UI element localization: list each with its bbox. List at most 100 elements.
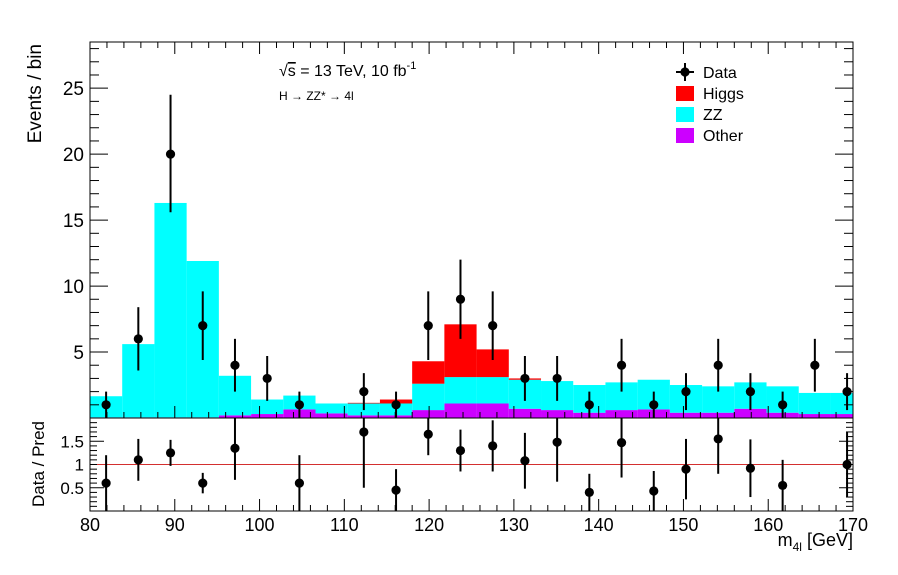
energy-text: = 13 TeV, 10 fb — [296, 63, 407, 80]
ratio-point — [681, 464, 691, 474]
data-point — [165, 149, 176, 159]
data-point — [584, 400, 594, 410]
bar-other-10 — [412, 410, 445, 418]
ratio-x-axis-label: m4l [GeV] — [778, 530, 853, 554]
ratio-y-axis-label: Data / Pred — [29, 421, 48, 507]
ratio-panel: 0.5 1 1.5 80 90 100 110 120 130 140 150 160 170 Dat… — [29, 417, 868, 554]
bar-other-7 — [315, 413, 348, 418]
data-point — [552, 373, 562, 384]
x-tick-label: 150 — [668, 515, 698, 535]
ratio-point — [616, 438, 627, 448]
x-tick-label: 160 — [753, 515, 783, 535]
ratio-point — [359, 427, 369, 437]
data-point — [133, 334, 143, 344]
ratio-point — [520, 456, 530, 466]
bar-other-18 — [669, 412, 703, 418]
ratio-y-tick-label: 1 — [75, 456, 84, 475]
bar-zz-5 — [251, 399, 284, 415]
data-point — [391, 400, 401, 410]
process-annotation: H → ZZ* → 4l — [279, 89, 354, 103]
stacked-histogram — [90, 202, 853, 418]
xlabel-unit: [GeV] — [802, 530, 853, 550]
bar-other-11 — [444, 403, 477, 418]
data-point — [262, 373, 272, 384]
data-point — [230, 360, 240, 370]
x-tick-label: 120 — [414, 515, 444, 535]
sqrt-symbol: √ — [279, 63, 288, 80]
data-point — [713, 360, 723, 370]
legend-swatch — [676, 107, 694, 122]
bar-other-4 — [218, 415, 252, 418]
xlabel-sub: 4l — [793, 540, 802, 554]
energy-exponent: -1 — [407, 60, 417, 72]
main-panel: 5 10 15 20 25 Events / bin √s = 13 TeV, 10 f… — [25, 41, 854, 419]
main-y-tick-label: 25 — [63, 79, 84, 100]
ratio-point — [133, 455, 143, 465]
main-y-tick-label: 10 — [63, 277, 84, 298]
ratio-y-axis: 0.5 1 1.5 — [60, 417, 853, 512]
x-tick-label: 90 — [165, 515, 185, 535]
bar-zz-11 — [444, 377, 477, 404]
x-tick-label: 80 — [80, 515, 100, 535]
ratio-point — [423, 429, 433, 439]
ratio-point — [230, 443, 240, 453]
x-tick-label: 130 — [499, 515, 529, 535]
data-point — [616, 360, 627, 370]
bar-zz-2 — [154, 202, 187, 418]
legend-swatch — [676, 128, 694, 143]
ratio-point — [198, 478, 208, 488]
ratio-y-tick-label: 1.5 — [60, 432, 84, 451]
bar-other-16 — [605, 410, 638, 418]
main-y-tick-label: 5 — [73, 343, 84, 364]
ratio-point — [649, 486, 659, 496]
legend-label: Other — [703, 128, 744, 145]
data-point — [745, 387, 756, 397]
bar-other-22 — [798, 414, 831, 418]
ratio-point — [778, 480, 788, 491]
x-tick-label: 110 — [330, 515, 359, 535]
ratio-x-axis: 80 90 100 110 120 130 140 150 160 170 — [80, 499, 868, 535]
main-y-axis: 5 10 15 20 25 — [63, 48, 853, 419]
bar-zz-7 — [315, 403, 348, 414]
legend-label: ZZ — [703, 107, 723, 124]
ratio-point — [455, 445, 466, 456]
bar-zz-22 — [798, 392, 831, 415]
bar-other-13 — [508, 408, 542, 418]
x-tick-label: 100 — [245, 515, 275, 535]
main-x-ticks — [89, 42, 854, 418]
ratio-point — [294, 478, 305, 488]
data-point — [488, 321, 498, 331]
x-tick-label: 140 — [584, 515, 614, 535]
legend-label: Higgs — [703, 86, 744, 103]
ratio-point — [101, 478, 111, 488]
bar-other-14 — [541, 410, 574, 418]
data-points — [101, 94, 852, 418]
bar-other-19 — [702, 412, 735, 418]
data-point — [455, 294, 466, 304]
data-point — [778, 400, 788, 410]
data-point — [520, 373, 530, 384]
data-point — [198, 321, 208, 331]
data-point — [681, 387, 691, 397]
data-point — [649, 400, 659, 410]
bar-zz-23 — [830, 392, 853, 415]
data-point — [294, 400, 305, 410]
energy-s: s — [288, 63, 296, 80]
ratio-point — [745, 463, 756, 473]
ratio-y-tick-label: 0.5 — [60, 479, 84, 498]
ratio-point — [713, 434, 723, 444]
data-point — [101, 400, 111, 410]
legend: Data Higgs ZZ Other — [676, 63, 744, 145]
ratio-point — [488, 441, 498, 451]
ratio-point — [391, 485, 401, 495]
data-point — [423, 321, 433, 331]
data-point — [359, 387, 369, 397]
bar-other-12 — [476, 403, 509, 418]
ratio-points — [101, 418, 852, 511]
bar-zz-12 — [476, 377, 509, 404]
bar-other-20 — [734, 408, 767, 418]
x-tick-label: 170 — [838, 515, 868, 535]
main-y-tick-label: 15 — [63, 211, 84, 232]
bar-higgs-10 — [412, 361, 445, 384]
legend-swatch — [676, 86, 694, 101]
